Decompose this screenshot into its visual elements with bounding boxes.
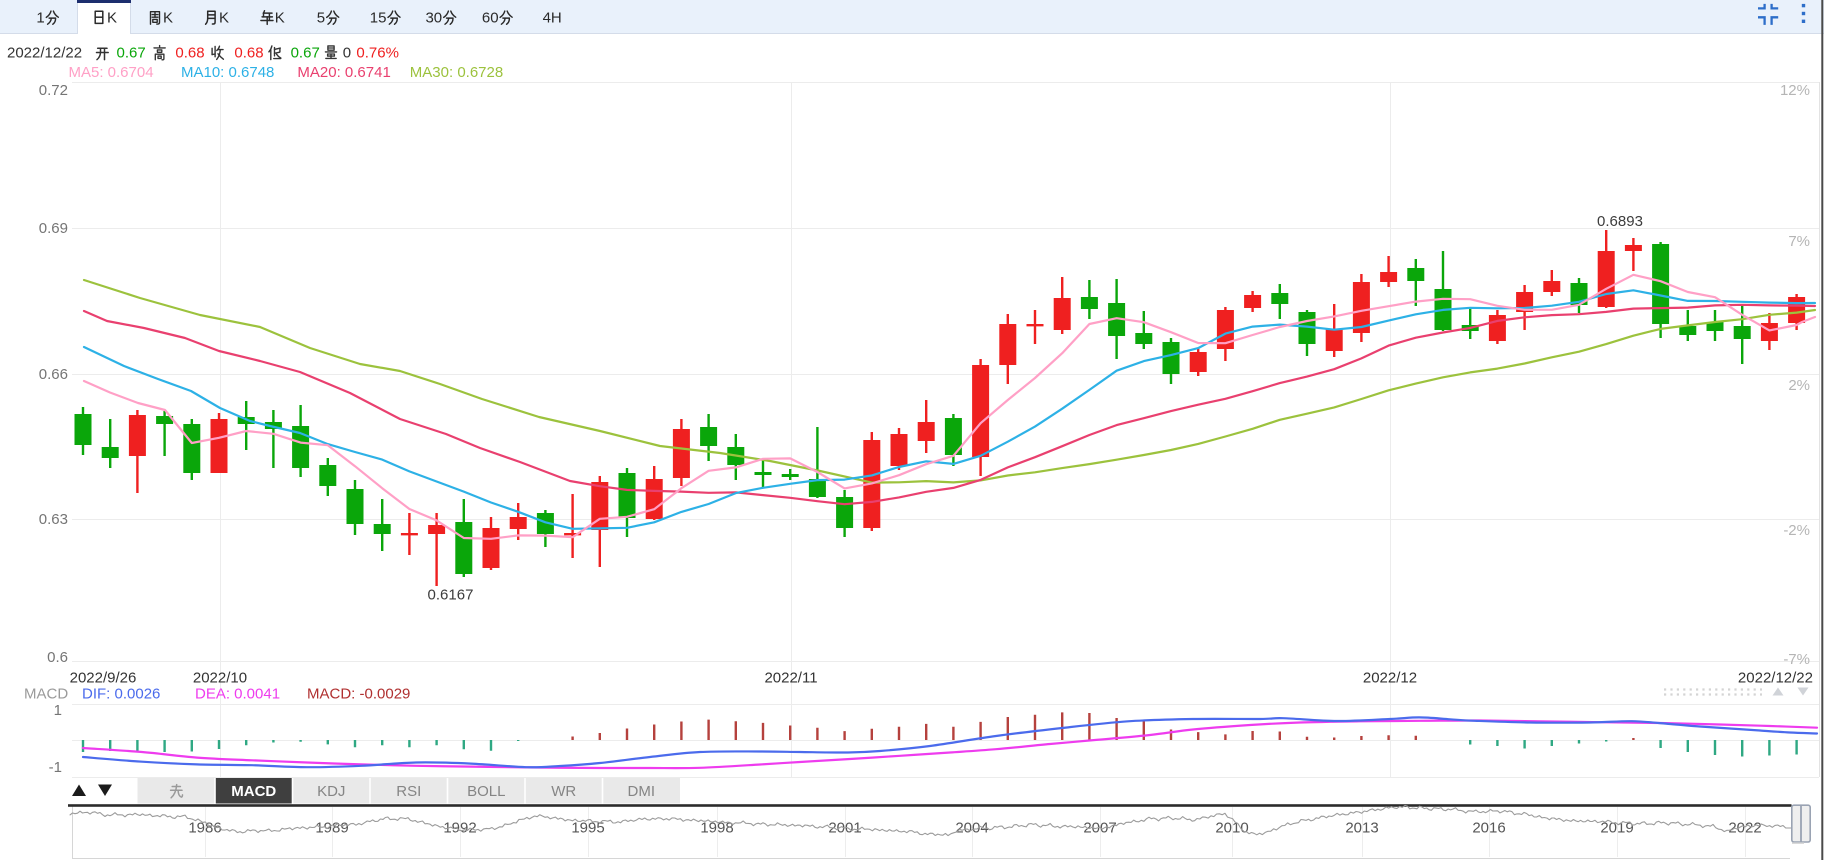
svg-text:0.67: 0.67 <box>291 45 320 62</box>
svg-text:MACD: MACD <box>24 685 68 702</box>
svg-text:MACD: MACD <box>231 783 276 800</box>
svg-text:12%: 12% <box>1780 82 1810 99</box>
svg-text:1986: 1986 <box>188 820 221 837</box>
svg-text:-1: -1 <box>49 759 62 776</box>
svg-text:1: 1 <box>54 702 62 719</box>
svg-text:DMI: DMI <box>628 783 656 800</box>
svg-text:30: 30 <box>425 10 442 27</box>
svg-text:MACD: -0.0029: MACD: -0.0029 <box>307 685 410 702</box>
svg-text:2022/11: 2022/11 <box>764 670 817 687</box>
svg-text:BOLL: BOLL <box>467 783 505 800</box>
svg-text:MA5: 0.6704: MA5: 0.6704 <box>69 64 154 81</box>
svg-text:1989: 1989 <box>315 820 348 837</box>
svg-text:K: K <box>163 10 173 27</box>
svg-text:K: K <box>275 10 285 27</box>
svg-text:7%: 7% <box>1788 233 1810 250</box>
svg-text:0.6893: 0.6893 <box>1597 213 1643 230</box>
svg-text:K: K <box>219 10 229 27</box>
svg-text:-2%: -2% <box>1783 522 1810 539</box>
svg-text:2022/10: 2022/10 <box>193 670 247 687</box>
svg-text:0.6167: 0.6167 <box>428 587 474 604</box>
svg-text:DIF: 0.0026: DIF: 0.0026 <box>82 685 160 702</box>
svg-text:2010: 2010 <box>1215 820 1248 837</box>
svg-text:0.68: 0.68 <box>175 45 204 62</box>
svg-text:MA10: 0.6748: MA10: 0.6748 <box>181 64 274 81</box>
svg-text:2%: 2% <box>1788 377 1810 394</box>
svg-text:1992: 1992 <box>443 820 476 837</box>
svg-text:1995: 1995 <box>571 820 604 837</box>
svg-text:0.69: 0.69 <box>39 220 68 237</box>
svg-text:2022: 2022 <box>1728 820 1761 837</box>
svg-text:0.6: 0.6 <box>47 649 68 666</box>
svg-text:0.66: 0.66 <box>39 366 68 383</box>
svg-text:4H: 4H <box>543 10 562 27</box>
svg-text:2022/12: 2022/12 <box>1363 670 1417 687</box>
svg-text:RSI: RSI <box>396 783 421 800</box>
svg-text:2013: 2013 <box>1345 820 1378 837</box>
svg-text:DEA: 0.0041: DEA: 0.0041 <box>195 685 280 702</box>
svg-text:2022/12/22: 2022/12/22 <box>7 45 82 62</box>
svg-text:MA20: 0.6741: MA20: 0.6741 <box>297 64 390 81</box>
svg-text:1: 1 <box>36 10 44 27</box>
svg-text:MA30: 0.6728: MA30: 0.6728 <box>410 64 503 81</box>
svg-text:15: 15 <box>370 10 387 27</box>
svg-text:-7%: -7% <box>1783 651 1810 668</box>
svg-text:2019: 2019 <box>1600 820 1633 837</box>
svg-text:0.67: 0.67 <box>117 45 146 62</box>
svg-text:2004: 2004 <box>955 820 988 837</box>
svg-text:2016: 2016 <box>1472 820 1505 837</box>
svg-text:K: K <box>107 10 117 27</box>
svg-text:2022/12/22: 2022/12/22 <box>1738 670 1813 687</box>
svg-text:60: 60 <box>482 10 499 27</box>
svg-text:0.76%: 0.76% <box>356 45 399 62</box>
svg-text:5: 5 <box>317 10 325 27</box>
svg-text:0.68: 0.68 <box>234 45 263 62</box>
svg-text:1998: 1998 <box>700 820 733 837</box>
svg-text:0.63: 0.63 <box>39 511 68 528</box>
svg-text:0: 0 <box>343 45 351 62</box>
svg-text:0.72: 0.72 <box>39 82 68 99</box>
svg-text:2022/9/26: 2022/9/26 <box>70 670 137 687</box>
svg-text:WR: WR <box>551 783 576 800</box>
svg-text:KDJ: KDJ <box>317 783 345 800</box>
